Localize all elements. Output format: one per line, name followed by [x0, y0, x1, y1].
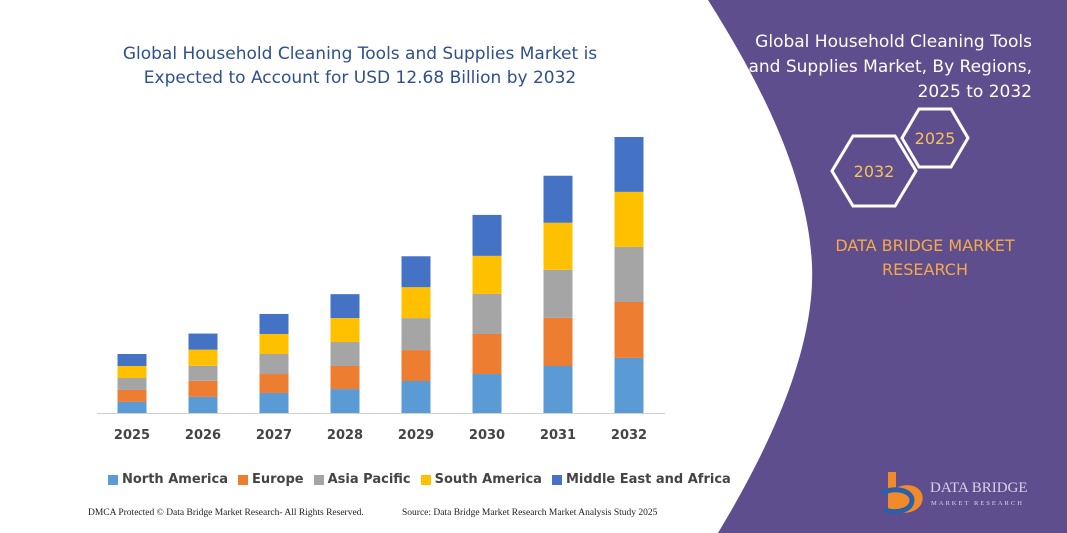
x-tick-label: 2027	[256, 428, 292, 443]
bar-segment	[330, 389, 360, 413]
bar-segment	[188, 349, 218, 366]
brand: DATA BRIDGE MARKET RESEARCH	[835, 236, 1015, 279]
bar-segment	[401, 287, 431, 319]
legend-item: Middle East and Africa	[551, 472, 731, 487]
bar-segment	[188, 333, 218, 350]
legend-label: South America	[434, 472, 542, 487]
legend: North America Europe Asia Pacific South Ame…	[108, 472, 731, 487]
legend-label: Asia Pacific	[327, 472, 411, 487]
bar-segment	[259, 333, 289, 355]
bar-segment	[117, 377, 147, 390]
bar-segment	[614, 137, 644, 192]
bar-segment	[401, 318, 431, 351]
legend-swatch	[551, 474, 562, 485]
bar-segment	[259, 313, 289, 334]
legend-label: Middle East and Africa	[565, 472, 731, 487]
bar-segment	[614, 357, 644, 413]
x-tick-label: 2025	[114, 428, 150, 443]
bar-segment	[330, 342, 360, 366]
bar-segment	[259, 374, 289, 393]
logo-tagline: MARKET RESEARCH	[931, 500, 1024, 507]
x-tick-label: 2031	[540, 428, 576, 443]
legend-swatch	[313, 474, 324, 485]
hexagon	[900, 107, 970, 169]
bar-segment	[543, 317, 573, 366]
legend-label: Europe	[252, 472, 304, 487]
bar-segment	[401, 350, 431, 382]
bar-segment	[614, 191, 644, 247]
legend-swatch	[108, 474, 118, 485]
legend-item: South America	[420, 472, 542, 487]
chart-title: Global Household Cleaning Tools and Supp…	[122, 44, 598, 88]
hex-label: 2025	[915, 129, 956, 148]
bar-segment	[472, 333, 502, 375]
x-tick-label: 2028	[327, 428, 363, 443]
bar-segment	[472, 293, 502, 334]
bar-segment	[188, 365, 218, 381]
panel-title: Global Household Cleaning Tools and Supp…	[748, 32, 1032, 102]
bar-segment	[259, 354, 289, 375]
bar-segment	[117, 365, 147, 378]
bar-segment	[330, 294, 360, 319]
bar-segment	[543, 365, 573, 413]
legend-swatch	[238, 474, 248, 485]
hex-label: 2032	[854, 162, 895, 181]
x-tick-label: 2032	[611, 428, 647, 443]
bar-segment	[117, 401, 147, 413]
x-tick-label: 2026	[185, 428, 221, 443]
legend-label: North America	[122, 472, 228, 487]
bar-segment	[401, 256, 431, 288]
bar-segment	[472, 255, 502, 294]
legend-item: Asia Pacific	[313, 472, 411, 487]
bar-segment	[330, 365, 360, 390]
bar-segment	[117, 354, 147, 366]
bar-segment	[188, 380, 218, 397]
bar-segment	[614, 301, 644, 358]
bar-segment	[472, 214, 502, 256]
bar-segment	[117, 389, 147, 402]
bar-segment	[543, 222, 573, 270]
hexagon	[830, 134, 918, 208]
logo: DATA BRIDGE MARKET RESEARCH	[880, 472, 1028, 515]
logo-name: DATA BRIDGE	[930, 480, 1028, 496]
side-panel	[708, 0, 1067, 533]
footer-left: DMCA Protected © Data Bridge Market Rese…	[88, 508, 364, 518]
bar-segment	[543, 269, 573, 318]
bar-segment	[472, 374, 502, 413]
x-tick-label: 2030	[469, 428, 505, 443]
x-tick-label: 2029	[398, 428, 434, 443]
bar-segment	[401, 381, 431, 413]
footer-right: Source: Data Bridge Market Research Mark…	[402, 508, 658, 518]
logo-mark	[880, 487, 915, 515]
bar-segment	[614, 246, 644, 302]
legend-item: North America	[108, 472, 228, 487]
bar-segment	[188, 396, 218, 413]
bar-segment	[259, 392, 289, 413]
bar-segment	[543, 175, 573, 223]
legend-item: Europe	[238, 472, 304, 487]
bar-segment	[330, 318, 360, 343]
legend-swatch	[420, 474, 431, 485]
